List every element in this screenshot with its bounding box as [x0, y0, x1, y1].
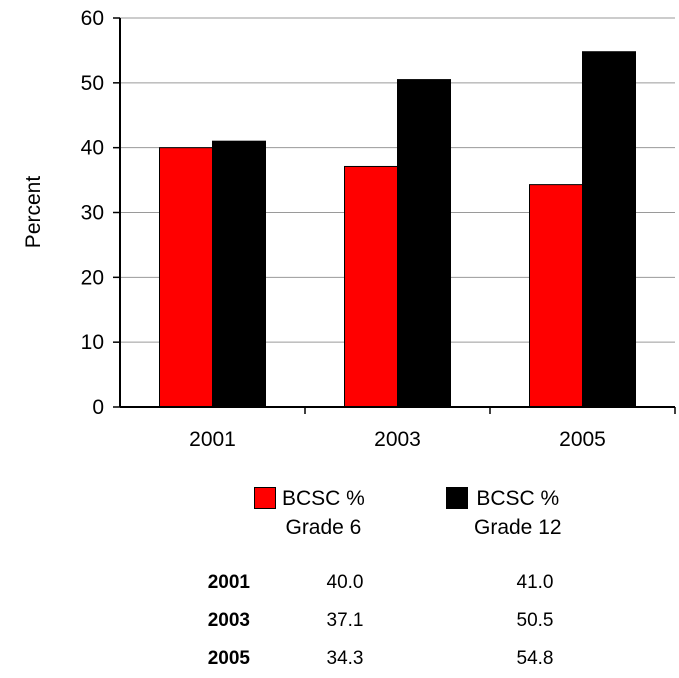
legend-label-grade12: BCSC % Grade 12 — [474, 487, 562, 539]
bars — [159, 51, 636, 408]
y-tick-label: 20 — [81, 266, 104, 289]
table-grade12-value: 50.5 — [516, 610, 554, 631]
legend-item-grade6: BCSC % Grade 6 — [254, 484, 365, 542]
table-year: 2003 — [207, 610, 250, 631]
table-year: 2005 — [207, 648, 250, 669]
bar-grade6-2005 — [529, 184, 583, 408]
table-grade12-value: 41.0 — [516, 572, 554, 593]
y-tick-label: 50 — [81, 72, 104, 95]
bar-grade12-2005 — [582, 51, 636, 408]
y-axis-label: Percent — [22, 176, 45, 249]
y-tick-label: 10 — [81, 331, 104, 354]
table-grade12-value: 54.8 — [516, 648, 554, 669]
x-tick-label: 2005 — [559, 428, 606, 451]
bar-chart: 0 10 20 30 40 50 60 2001 2003 2005 Percent — [22, 7, 676, 451]
axes — [119, 18, 676, 414]
bar-grade12-2003 — [397, 79, 451, 408]
y-tick-label: 60 — [81, 7, 104, 30]
legend: BCSC % Grade 6 BCSC % Grade 12 — [0, 484, 679, 554]
legend-item-grade12: BCSC % Grade 12 — [446, 484, 562, 542]
table-grade6-value: 34.3 — [326, 648, 364, 669]
table-year: 2001 — [207, 572, 250, 593]
y-tick-label: 0 — [92, 396, 104, 419]
legend-label-grade6: BCSC % Grade 6 — [282, 487, 365, 539]
x-tick-labels: 2001 2003 2005 — [189, 428, 606, 451]
bar-grade6-2001 — [159, 147, 213, 408]
legend-swatch-grade12 — [446, 487, 468, 509]
y-tick-label: 30 — [81, 202, 104, 225]
legend-swatch-grade6 — [254, 487, 276, 509]
table-grade6-value: 40.0 — [326, 572, 364, 593]
x-tick-label: 2003 — [374, 428, 421, 451]
bar-grade12-2001 — [212, 140, 266, 408]
bar-grade6-2003 — [344, 165, 398, 408]
y-tick-label: 40 — [81, 137, 104, 160]
table-row: 2005 34.3 54.8 — [120, 640, 630, 678]
y-tick-labels: 0 10 20 30 40 50 60 — [81, 7, 104, 419]
data-table: 2001 40.0 41.0 2003 37.1 50.5 2005 34.3 … — [120, 564, 630, 678]
table-row: 2001 40.0 41.0 — [120, 564, 630, 602]
x-tick-label: 2001 — [189, 428, 236, 451]
table-row: 2003 37.1 50.5 — [120, 602, 630, 640]
table-grade6-value: 37.1 — [326, 610, 364, 631]
